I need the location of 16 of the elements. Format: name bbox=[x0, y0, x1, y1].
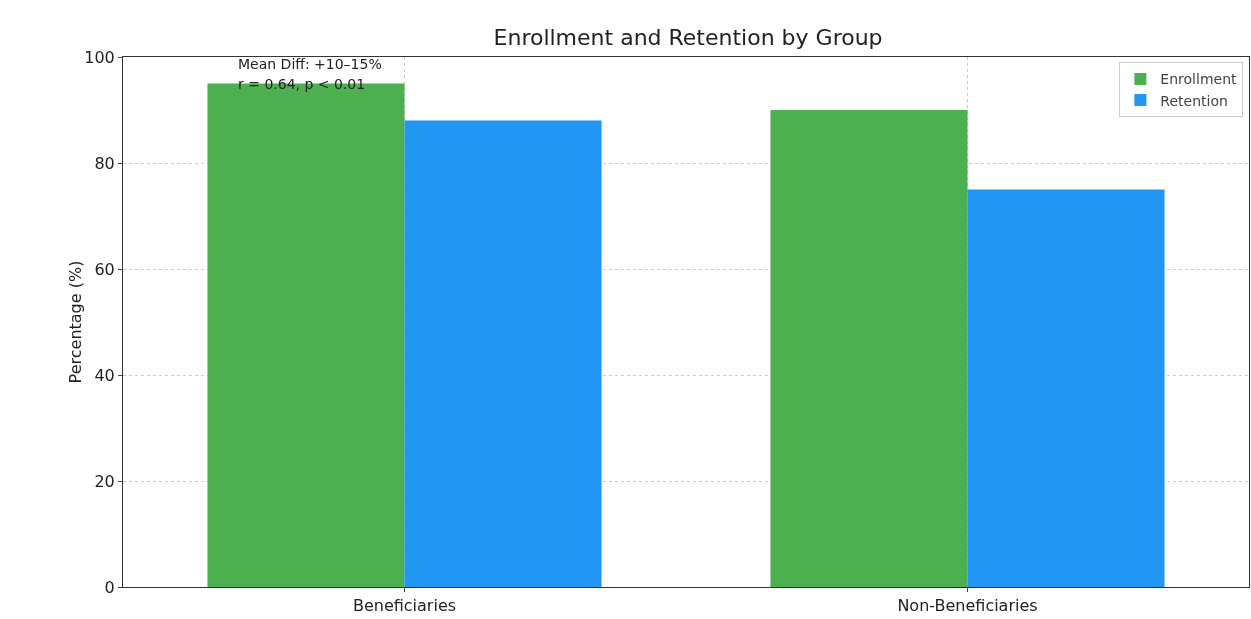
bar bbox=[770, 110, 968, 587]
chart-title: Enrollment and Retention by Group bbox=[493, 24, 883, 50]
y-tick-label: 80 bbox=[94, 153, 115, 173]
y-axis-title: Percentage (%) bbox=[66, 260, 85, 384]
legend-label: Enrollment bbox=[1160, 71, 1238, 88]
y-tick-label: 40 bbox=[94, 365, 115, 385]
y-tick-label: 100 bbox=[84, 47, 115, 67]
y-tick-label: 0 bbox=[104, 577, 115, 597]
y-tick-label: 60 bbox=[94, 259, 115, 279]
legend-label: Retention bbox=[1160, 92, 1228, 109]
x-tick-label: Beneficiaries bbox=[352, 596, 457, 616]
bar bbox=[967, 189, 1165, 587]
x-tick-label: Non-Beneficiaries bbox=[897, 596, 1038, 616]
annotation: Mean Diff: +10–15% bbox=[238, 56, 382, 72]
y-tick-label: 20 bbox=[94, 471, 115, 491]
bar bbox=[404, 120, 602, 587]
